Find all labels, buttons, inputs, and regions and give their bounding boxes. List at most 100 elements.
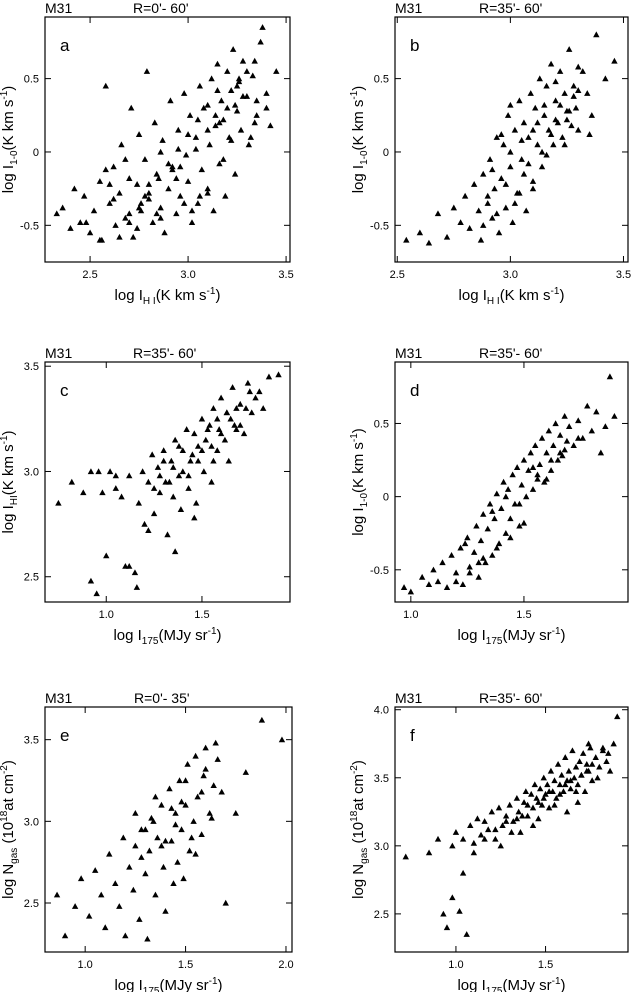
data-point (71, 185, 78, 192)
data-point (543, 82, 550, 89)
data-point (233, 82, 241, 89)
data-point (168, 837, 175, 844)
data-point (192, 850, 199, 857)
label-unit-end: ) (0, 430, 17, 435)
data-point (179, 447, 187, 454)
x-axis-label: log I175(MJy sr-1) (457, 976, 565, 992)
y-tick-label: 4.0 (374, 705, 389, 717)
data-point (172, 809, 179, 816)
label-superscript: -1 (209, 976, 218, 987)
data-point (552, 116, 559, 123)
data-point (189, 451, 196, 458)
data-point (587, 744, 594, 751)
data-point (136, 916, 143, 922)
data-point (162, 907, 169, 914)
data-point (235, 75, 243, 82)
data-point (575, 126, 582, 133)
data-point (527, 449, 534, 456)
data-point (178, 798, 185, 805)
data-point (491, 185, 498, 192)
data-point (235, 78, 243, 85)
galaxy-name: M31 (45, 0, 72, 16)
data-point (194, 443, 202, 449)
data-point (523, 493, 530, 500)
data-point (520, 456, 528, 463)
y-axis-label: log Ngas (1018at cm-2) (349, 760, 370, 899)
data-point (547, 456, 555, 463)
y-tick-label: -0.5 (370, 220, 389, 232)
data-point (202, 744, 209, 751)
label-unit: (K km s (500, 287, 551, 304)
data-point (141, 156, 149, 162)
data-point (85, 912, 93, 919)
radius-range: R=35'- 60' (479, 345, 542, 361)
data-point (486, 500, 494, 507)
data-point (475, 207, 482, 214)
data-point (214, 447, 221, 454)
data-point (594, 774, 601, 781)
label-subscript: HI (9, 495, 20, 505)
data-point (218, 788, 225, 795)
data-point (53, 891, 61, 898)
data-point (145, 478, 152, 485)
data-point (547, 131, 555, 137)
data-point (178, 826, 185, 833)
data-point (145, 181, 153, 187)
data-point (217, 394, 225, 401)
data-point (116, 189, 123, 196)
data-point (443, 584, 451, 590)
label-unit: (K km s (350, 100, 367, 151)
data-point (588, 112, 596, 118)
data-point (547, 767, 555, 774)
data-point (103, 552, 110, 559)
label-unit-end: ) (215, 287, 220, 304)
label-subscript: 1-0 (359, 150, 370, 165)
data-point (541, 478, 548, 485)
data-point (179, 468, 187, 475)
data-point (554, 456, 562, 463)
y-tick-label: 3.5 (24, 361, 39, 373)
data-point (202, 436, 209, 443)
data-point (541, 112, 548, 118)
x-tick-label: 1.0 (448, 959, 463, 971)
data-point (502, 204, 510, 211)
data-point (567, 777, 574, 784)
y-axis-label: log Ngas (1018at cm-2) (0, 760, 20, 899)
data-point (258, 716, 266, 723)
plot-frame (44, 706, 293, 953)
data-point (518, 137, 525, 143)
data-point (495, 540, 503, 547)
data-point (188, 219, 196, 225)
data-point (149, 219, 156, 225)
y-tick-label: -0.5 (20, 220, 39, 232)
data-point (87, 577, 95, 584)
y-axis-label: log I1-0(K km s-1) (0, 86, 20, 194)
data-point (141, 520, 148, 527)
label-subscript: H I (487, 296, 500, 307)
data-point (167, 97, 174, 104)
data-point (157, 204, 164, 211)
data-point (481, 818, 488, 824)
data-point (224, 68, 231, 74)
data-point (502, 530, 510, 536)
data-point (556, 790, 564, 797)
data-point (493, 544, 500, 551)
data-point (142, 870, 149, 877)
data-point (165, 185, 172, 192)
data-point (544, 781, 551, 788)
data-point (133, 584, 141, 590)
data-point (168, 457, 175, 464)
label-unit-end: ) (350, 760, 367, 765)
data-point (572, 763, 580, 770)
data-point (200, 104, 207, 111)
y-axis-label: log I1-0(K km s-1) (349, 86, 370, 194)
data-point (137, 207, 145, 214)
data-point (204, 185, 211, 192)
data-point (588, 777, 596, 784)
data-point (169, 166, 176, 173)
data-point (452, 829, 460, 835)
data-point (536, 461, 543, 468)
data-point (516, 522, 523, 529)
data-point (239, 93, 247, 99)
